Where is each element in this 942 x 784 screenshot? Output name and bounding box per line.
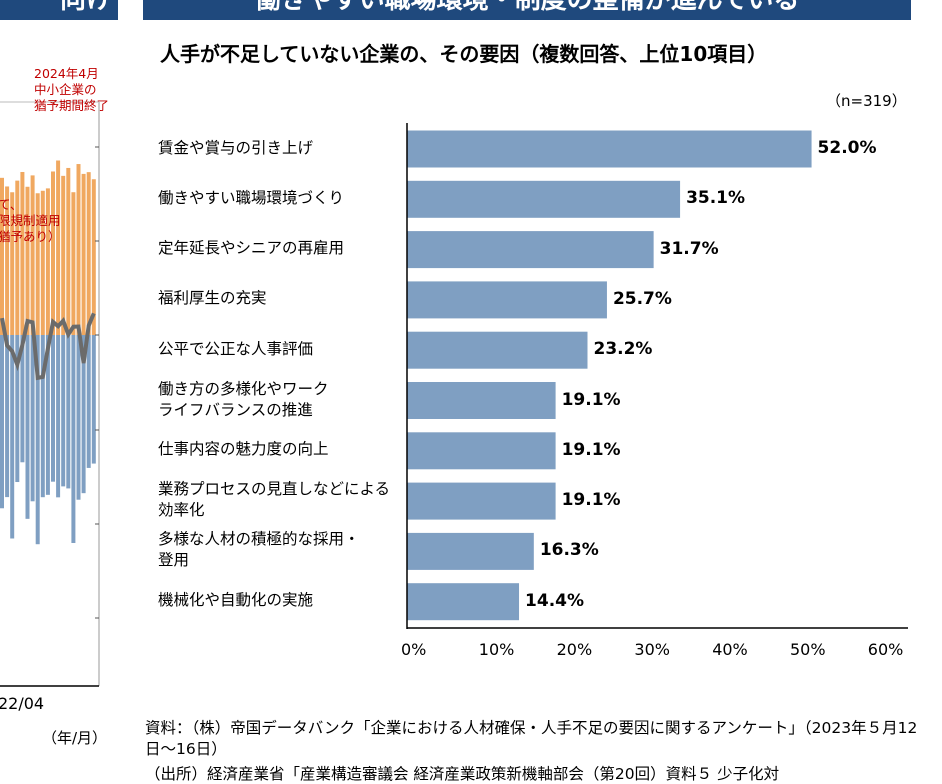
bar (407, 532, 534, 570)
left-lower-bar (25, 335, 30, 519)
left-cropped-chart (0, 101, 100, 687)
left-upper-bar (5, 186, 10, 335)
left-lower-bar (45, 335, 50, 495)
x-tick-label: 30% (634, 640, 670, 659)
category-label: 公平で公正な人事評価 (158, 339, 314, 358)
x-tick-label: 0% (401, 640, 427, 659)
value-label: 23.2% (593, 339, 653, 360)
annotation-2024: 2024年4月 中小企業の 猶予期間終了 (34, 66, 110, 113)
left-upper-bar (15, 180, 20, 335)
value-label: 19.1% (561, 389, 621, 410)
category-label: 仕事内容の魅力度の向上 (158, 440, 329, 459)
x-tick-label: 50% (790, 640, 826, 659)
left-upper-bar (76, 164, 81, 335)
bar (407, 130, 812, 168)
left-upper-bar (91, 179, 96, 335)
left-lower-bar (66, 335, 71, 489)
right-banner-text: 働きやすい職場環境・制度の整備が進んでいる (254, 0, 800, 15)
left-lower-bar (56, 335, 61, 498)
category-label: 働き方の多様化やワーク ライフバランスの推進 (158, 379, 329, 419)
bar-chart (406, 123, 908, 629)
chart-title: 人手が不足していない企業の、その要因（複数回答、上位10項目） (160, 42, 768, 66)
category-label: 定年延長やシニアの再雇用 (158, 239, 345, 258)
left-lower-bar (51, 335, 55, 482)
bar (407, 331, 588, 369)
left-lower-bar (71, 335, 76, 543)
value-label: 16.3% (539, 540, 599, 561)
left-upper-bar (56, 160, 61, 335)
left-lower-bar (35, 335, 40, 545)
left-upper-bar (0, 177, 4, 335)
left-lower-bar (86, 335, 91, 468)
source-note: 資料：（株）帝国データバンク「企業における人材確保・人手不足の要因に関するアンケ… (145, 719, 918, 758)
category-label: 多様な人材の積極的な採用・ 登用 (158, 530, 360, 570)
bar (407, 281, 607, 319)
left-lower-bar (40, 335, 45, 498)
left-x-tick: 22/04 (0, 694, 45, 713)
value-label: 19.1% (561, 439, 621, 460)
source-note-cut: （出所）経済産業省「産業構造審議会 経済産業政策新機軸部会（第20回）資料５ 少… (145, 765, 780, 783)
value-label: 25.7% (612, 288, 672, 309)
category-label: 働きやすい職場環境づくり (158, 188, 345, 207)
left-upper-bar (81, 173, 86, 335)
left-line-series (0, 312, 96, 381)
bar (407, 180, 681, 218)
sample-size: （n=319） (826, 92, 907, 110)
left-lower-bar (0, 335, 4, 509)
category-label: 福利厚生の充実 (158, 289, 267, 308)
left-lower-bar (91, 335, 96, 464)
left-banner-text: 向け (59, 0, 112, 15)
x-tick-label: 40% (712, 640, 748, 659)
right-panel-banner: 働きやすい職場環境・制度の整備が進んでいる (143, 0, 911, 20)
value-label: 52.0% (817, 138, 877, 158)
left-x-unit: （年/月） (42, 729, 108, 747)
category-label: 賃金や賞与の引き上げ (158, 138, 314, 157)
category-label: 機械化や自動化の実施 (158, 591, 314, 610)
left-upper-bar (10, 192, 15, 335)
left-upper-bar (71, 192, 76, 335)
bar (407, 231, 654, 269)
left-lower-bar (30, 335, 35, 502)
left-lower-bar (5, 335, 10, 498)
left-upper-bar (25, 186, 30, 335)
value-label: 31.7% (659, 238, 719, 259)
annotation-cut: て、 限規制適用 猶予あり） (0, 197, 61, 244)
left-upper-bar (40, 190, 45, 335)
value-label: 35.1% (686, 188, 746, 209)
category-label: 業務プロセスの見直しなどによる 効率化 (158, 480, 391, 520)
left-upper-bar (86, 172, 91, 335)
value-label: 19.1% (561, 490, 621, 511)
bar (407, 432, 556, 470)
left-lower-bar (61, 335, 66, 487)
left-lower-bar (10, 335, 15, 539)
bar (407, 583, 520, 621)
value-label: 14.4% (525, 590, 585, 611)
left-lower-bar (20, 335, 25, 463)
left-upper-bar (35, 193, 40, 335)
left-upper-bar (30, 175, 35, 335)
left-lower-bar (81, 335, 86, 494)
left-upper-bar (45, 188, 50, 335)
bar (407, 482, 556, 520)
left-lower-bar (76, 335, 81, 500)
x-tick-label: 20% (556, 640, 593, 659)
left-upper-bar (51, 171, 55, 335)
left-lower-bar (15, 335, 20, 483)
bar (407, 382, 556, 419)
left-upper-bar (61, 175, 66, 335)
left-upper-bar (20, 171, 25, 335)
x-tick-label: 60% (867, 640, 904, 659)
left-panel-banner: 向け (0, 0, 118, 20)
left-upper-bar (66, 167, 71, 335)
x-tick-label: 10% (478, 640, 515, 659)
